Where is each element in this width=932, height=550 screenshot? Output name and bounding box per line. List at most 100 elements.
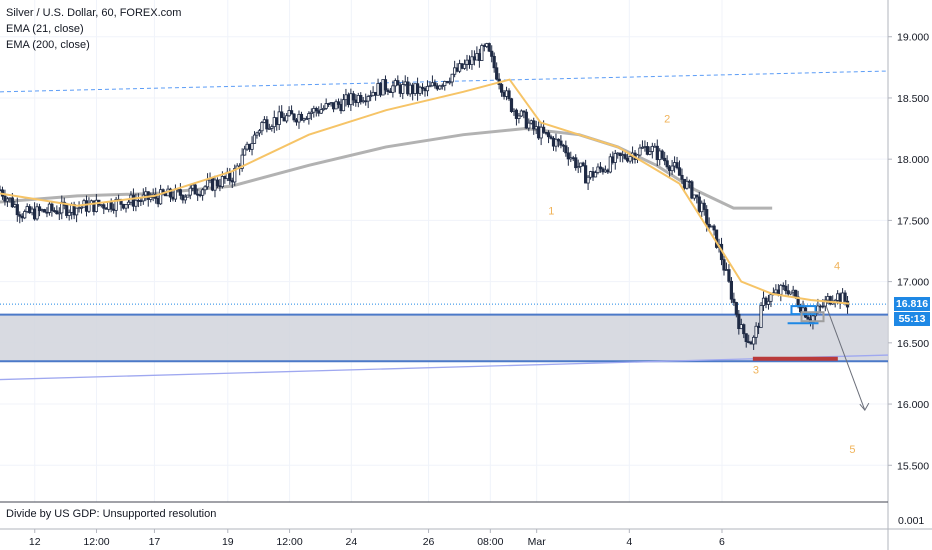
time-axis-ticks: 12 12:00 17 19 12:00 24 26 08:00 Mar 4 6: [29, 529, 725, 548]
candle-body: [376, 83, 380, 96]
candle-body: [65, 204, 69, 216]
candle-body: [443, 81, 447, 86]
legend-ema-21: EMA (21, close): [6, 23, 84, 35]
candle-body: [722, 259, 726, 271]
candle-body: [401, 84, 405, 94]
candle-body: [534, 126, 538, 130]
candle-body: [784, 285, 788, 292]
candle-body: [687, 180, 691, 183]
candle-body: [569, 157, 573, 160]
candle-body: [250, 143, 254, 150]
candle-body: [92, 200, 96, 212]
wave-label: 2: [664, 113, 670, 125]
candle-body: [462, 63, 467, 69]
candle-body: [517, 115, 521, 119]
candle-body: [593, 172, 598, 178]
candle-body: [418, 86, 422, 94]
candle-body: [346, 94, 351, 106]
candle-body: [574, 157, 578, 169]
candle-body: [131, 194, 136, 207]
candle-body: [102, 204, 106, 209]
candle-body: [40, 209, 44, 211]
candle-body: [744, 333, 748, 343]
candle-body: [289, 110, 294, 115]
candle-body: [23, 211, 27, 219]
candle-body: [107, 201, 111, 210]
candle-body: [126, 201, 131, 205]
candle-body: [299, 113, 304, 121]
candle-body: [178, 189, 182, 196]
candle-body: [228, 171, 232, 181]
candle-body: [611, 156, 615, 163]
candle-body: [653, 145, 657, 148]
candle-body: [840, 292, 845, 304]
candle-body: [554, 138, 558, 147]
candle-body: [30, 208, 34, 214]
candle-body: [67, 211, 71, 216]
candle-body: [677, 167, 682, 176]
candle-body: [45, 211, 49, 214]
chart-legend[interactable]: Silver / U.S. Dollar, 60, FOREX.com EMA …: [6, 5, 181, 53]
candle-body: [354, 99, 358, 103]
wave-label: 5: [849, 444, 855, 456]
candle-body: [230, 180, 234, 183]
candle-body: [28, 206, 32, 214]
price-tick-label: 17.000: [897, 277, 929, 289]
candle-body: [680, 174, 684, 180]
candle-body: [307, 113, 311, 119]
candle-body: [398, 84, 402, 94]
candle-body: [623, 154, 627, 159]
candle-body: [504, 90, 509, 97]
price-axis-ticks: 19.000 18.500 18.000 17.500 17.000 16.500 16.0…: [888, 32, 929, 472]
wave-label: 1: [548, 205, 554, 217]
candle-body: [198, 194, 202, 197]
candle-body: [243, 148, 247, 156]
wave-label: 4: [834, 260, 840, 272]
candle-body: [836, 293, 840, 301]
candle-body: [806, 316, 810, 320]
candle-body: [378, 83, 383, 96]
candle-body: [181, 194, 185, 201]
candle-body: [435, 85, 439, 90]
candle-body: [210, 178, 215, 191]
lower-pane-study-label: Divide by US GDP: Unsupported resolution: [6, 508, 217, 520]
candle-body: [183, 196, 187, 201]
candle-body: [3, 195, 7, 202]
candle-body: [482, 45, 486, 47]
candle-body: [149, 197, 153, 200]
candle-body: [428, 85, 432, 88]
candle-body: [539, 126, 543, 139]
candle-body: [369, 95, 373, 98]
candle-body: [564, 145, 568, 154]
candle-body: [579, 162, 583, 167]
candle-body: [791, 289, 795, 293]
candle-body: [32, 208, 37, 220]
candle-body: [349, 93, 353, 106]
candle-body: [74, 207, 79, 216]
candle-body: [789, 291, 793, 295]
time-tick-label: 12:00: [83, 536, 109, 548]
candle-body: [457, 63, 462, 72]
ema-200-line: [0, 127, 773, 210]
countdown-badge: 55:13: [894, 312, 930, 326]
candle-body: [749, 341, 753, 345]
time-tick-label: 12: [29, 536, 41, 548]
time-tick-label: Mar: [528, 536, 547, 548]
candle-body: [705, 209, 709, 225]
candle-body: [388, 91, 393, 93]
candle-body: [774, 289, 778, 294]
candle-body: [13, 204, 17, 208]
candle-body: [440, 85, 444, 87]
candle-body: [282, 117, 286, 122]
candle-body: [312, 108, 316, 113]
candle-body: [322, 107, 326, 110]
candle-body: [134, 199, 138, 207]
candle-body: [818, 305, 822, 308]
candle-body: [433, 82, 437, 87]
candle-body: [828, 296, 832, 305]
candle-body: [769, 294, 773, 302]
ema-21-path: [0, 78, 850, 305]
candle-body: [104, 207, 108, 210]
candle-body: [304, 118, 308, 120]
